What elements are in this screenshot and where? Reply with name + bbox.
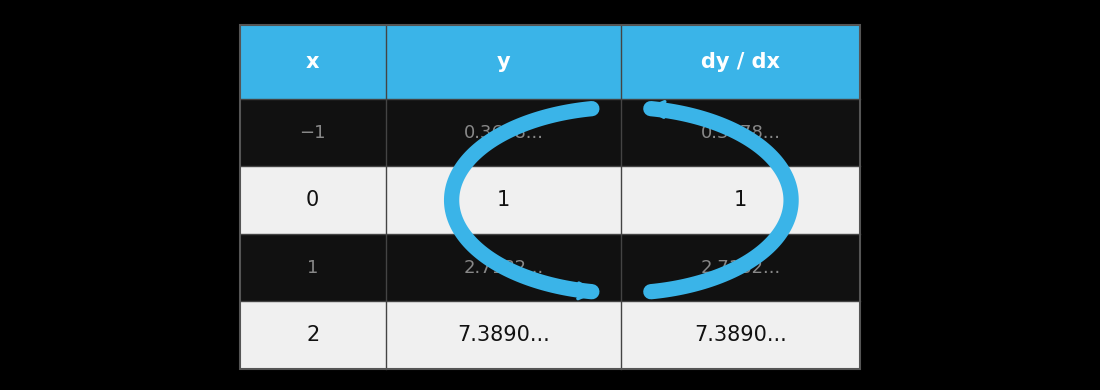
Text: 2.7182...: 2.7182... [701,259,781,277]
Bar [240,25,860,369]
Bar [240,301,386,369]
Bar [621,25,860,99]
Text: dy / dx: dy / dx [702,52,780,72]
Bar [386,25,622,99]
Text: 1: 1 [734,190,747,210]
Bar [386,99,622,167]
Text: y: y [497,52,510,72]
Bar [621,234,860,301]
Text: 1: 1 [307,259,318,277]
Text: 2: 2 [306,325,319,345]
Text: −1: −1 [299,124,326,142]
Bar [240,25,386,99]
Text: 0: 0 [306,190,319,210]
Bar [240,167,386,234]
Bar [240,99,386,167]
Bar [386,167,622,234]
Text: 0.3678...: 0.3678... [701,124,781,142]
Bar [386,234,622,301]
Bar [621,99,860,167]
Text: 7.3890...: 7.3890... [458,325,550,345]
Text: 7.3890...: 7.3890... [694,325,788,345]
Text: 1: 1 [497,190,510,210]
Bar [386,301,622,369]
Text: 2.7182...: 2.7182... [463,259,543,277]
Bar [621,301,860,369]
Text: x: x [306,52,319,72]
Bar [621,167,860,234]
Text: 0.3678...: 0.3678... [463,124,543,142]
Bar [240,234,386,301]
